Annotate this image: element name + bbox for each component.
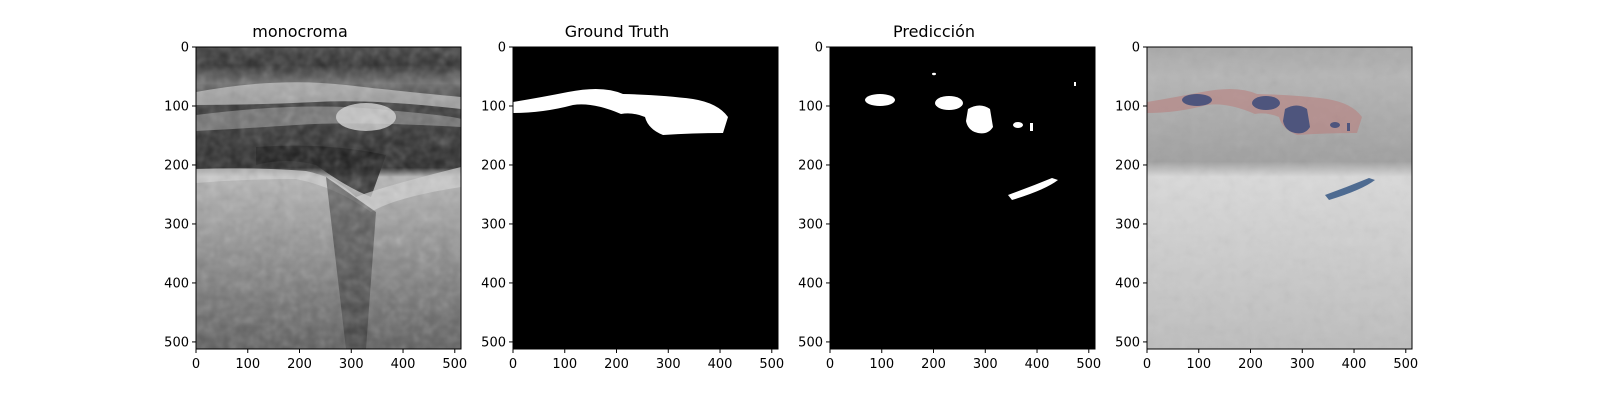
x-tick-label: 0: [192, 357, 200, 372]
x-tick-label: 500: [759, 357, 784, 372]
y-tick-label: 300: [1115, 217, 1140, 232]
x-tick-label: 300: [339, 357, 364, 372]
y-tick-label: 300: [798, 217, 823, 232]
y-tick-label: 400: [481, 276, 506, 291]
x-tick-label: 200: [287, 357, 312, 372]
x-axis-ticks: 0 100 200 300 400 500: [192, 349, 467, 372]
y-axis-ticks: 0 100 200 300 400 500: [164, 41, 196, 350]
y-tick-label: 100: [1115, 99, 1140, 114]
x-tick-label: 200: [1238, 357, 1263, 372]
ground-truth-mask-axes: 0 100 200 300 400 500 0 100 200 300 400 500: [481, 41, 784, 373]
x-tick-label: 500: [1076, 357, 1101, 372]
x-tick-label: 100: [235, 357, 260, 372]
mask-background: [513, 47, 778, 349]
x-tick-label: 500: [442, 357, 467, 372]
y-tick-label: 0: [181, 41, 189, 56]
x-tick-label: 500: [1393, 357, 1418, 372]
prediction-mask-axes: 0 100 200 300 400 500 0 100 200 300 400 500: [798, 41, 1101, 373]
y-tick-label: 500: [481, 335, 506, 350]
x-tick-label: 200: [921, 357, 946, 372]
axes-frame: [1146, 46, 1413, 350]
y-tick-label: 300: [481, 217, 506, 232]
x-tick-label: 0: [1143, 357, 1151, 372]
panel-prediction: Predicción 0 100 200 300 400 500 0 100 200 300 40…: [784, 0, 1101, 400]
x-tick-label: 400: [391, 357, 416, 372]
panel-title: monocroma: [252, 22, 348, 41]
y-tick-label: 400: [798, 276, 823, 291]
y-tick-label: 100: [164, 99, 189, 114]
y-axis-ticks: 0 100 200 300 400 500: [481, 41, 513, 350]
axes-frame: [195, 46, 462, 350]
x-tick-label: 0: [509, 357, 517, 372]
x-tick-label: 100: [1186, 357, 1211, 372]
x-tick-label: 400: [1025, 357, 1050, 372]
x-tick-label: 300: [1290, 357, 1315, 372]
false-positive-overlay: [1325, 178, 1375, 200]
y-tick-label: 0: [815, 41, 823, 56]
mask-background: [830, 47, 1095, 349]
x-tick-label: 400: [1342, 357, 1367, 372]
y-tick-label: 200: [164, 158, 189, 173]
overlay-image-axes: 0 100 200 300 400 500 0 100 200 300 400 500: [1115, 41, 1418, 373]
x-axis-ticks: 0 100 200 300 400 500: [826, 349, 1101, 372]
ultrasound-image-axes: 0 100 200 300 400 500 0 100 200 300 400 500: [164, 41, 467, 373]
y-axis-ticks: 0 100 200 300 400 500: [1115, 41, 1147, 350]
x-axis-ticks: 0 100 200 300 400 500: [509, 349, 784, 372]
y-tick-label: 200: [1115, 158, 1140, 173]
panel-overlay: 0 100 200 300 400 500 0 100 200 300 400 500: [1101, 0, 1418, 400]
ground-truth-region: [513, 88, 728, 135]
y-tick-label: 200: [798, 158, 823, 173]
y-tick-label: 400: [164, 276, 189, 291]
x-tick-label: 300: [656, 357, 681, 372]
axes-frame: [829, 46, 1096, 350]
x-tick-label: 100: [869, 357, 894, 372]
y-tick-label: 200: [481, 158, 506, 173]
axes-frame: [512, 46, 779, 350]
y-tick-label: 0: [1132, 41, 1140, 56]
x-tick-label: 100: [552, 357, 577, 372]
x-tick-label: 300: [973, 357, 998, 372]
panel-title: Ground Truth: [564, 22, 670, 41]
y-tick-label: 500: [164, 335, 189, 350]
x-tick-label: 0: [826, 357, 834, 372]
y-tick-label: 400: [1115, 276, 1140, 291]
x-axis-ticks: 0 100 200 300 400 500: [1143, 349, 1418, 372]
x-tick-label: 200: [604, 357, 629, 372]
y-tick-label: 100: [798, 99, 823, 114]
y-tick-label: 0: [498, 41, 506, 56]
y-tick-label: 500: [1115, 335, 1140, 350]
prediction-overlay: [1182, 94, 1350, 134]
x-tick-label: 400: [708, 357, 733, 372]
panel-monocroma: monocroma: [150, 0, 467, 400]
y-tick-label: 100: [481, 99, 506, 114]
panel-title: Predicción: [892, 22, 975, 41]
panel-ground-truth: Ground Truth 0 100 200 300 400 500 0 100 200 300…: [467, 0, 784, 400]
y-tick-label: 500: [798, 335, 823, 350]
y-axis-ticks: 0 100 200 300 400 500: [798, 41, 830, 350]
y-tick-label: 300: [164, 217, 189, 232]
prediction-regions: [865, 72, 1076, 200]
